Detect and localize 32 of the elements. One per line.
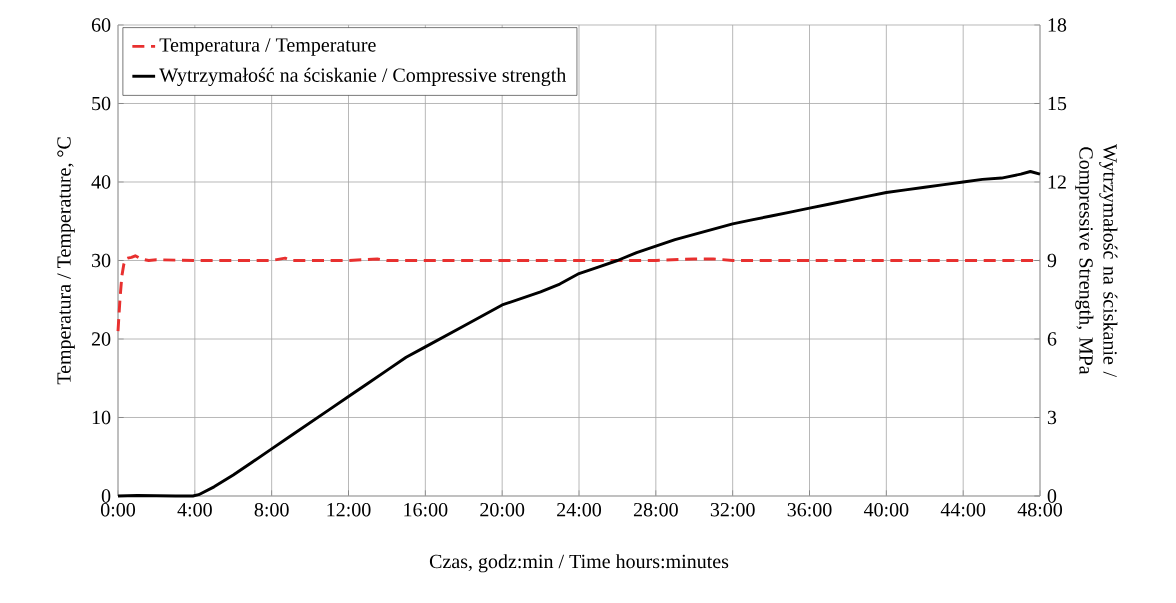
- y2-tick-label: 15: [1048, 96, 1067, 111]
- y-tick-label: 30: [92, 253, 111, 268]
- x-tick-label: 24:00: [557, 502, 602, 517]
- x-tick-label: 16:00: [404, 502, 448, 517]
- y-tick-label: 60: [91, 18, 111, 32]
- y-tick-label: 10: [92, 410, 111, 425]
- y-tick-label: 0: [101, 489, 111, 503]
- x-tick-label: 4:00: [177, 502, 212, 517]
- x-tick-label: 44:00: [940, 502, 986, 517]
- y2-tick-label: 9: [1047, 253, 1057, 268]
- x-tick-label: 40:00: [863, 502, 909, 517]
- y2-tick-label: 6: [1047, 332, 1057, 346]
- x-tick-label: 8:00: [254, 502, 289, 517]
- y-axis-title: Temperatura / Temperature, °C: [57, 137, 75, 385]
- y-tick-label: 50: [92, 96, 111, 111]
- x-tick-label: 36:00: [787, 502, 832, 517]
- y2-tick-label: 12: [1048, 175, 1066, 189]
- x-axis-title: Czas, godz:min / Time hours:minutes: [429, 554, 729, 573]
- y2-tick-label: 0: [1047, 489, 1057, 503]
- y2-tick-label: 18: [1048, 18, 1067, 32]
- legend-label: Temperatura / Temperature: [159, 38, 376, 56]
- x-tick-label: 28:00: [633, 502, 678, 517]
- x-tick-label: 32:00: [710, 502, 755, 517]
- x-tick-label: 12:00: [327, 502, 371, 517]
- x-tick-label: 0:00: [100, 502, 136, 517]
- x-tick-label: 48:00: [1017, 502, 1063, 517]
- y-tick-label: 20: [91, 332, 111, 346]
- y-tick-label: 40: [91, 175, 111, 189]
- y2-axis-title: Wytrzymałość na ściskanie / Compressive Strength, MPa: [1075, 143, 1118, 378]
- y2-tick-label: 3: [1047, 410, 1057, 425]
- legend-label: Wytrzymałość na ściskanie / Compressive strength: [159, 67, 567, 87]
- x-tick-label: 20:00: [480, 502, 525, 517]
